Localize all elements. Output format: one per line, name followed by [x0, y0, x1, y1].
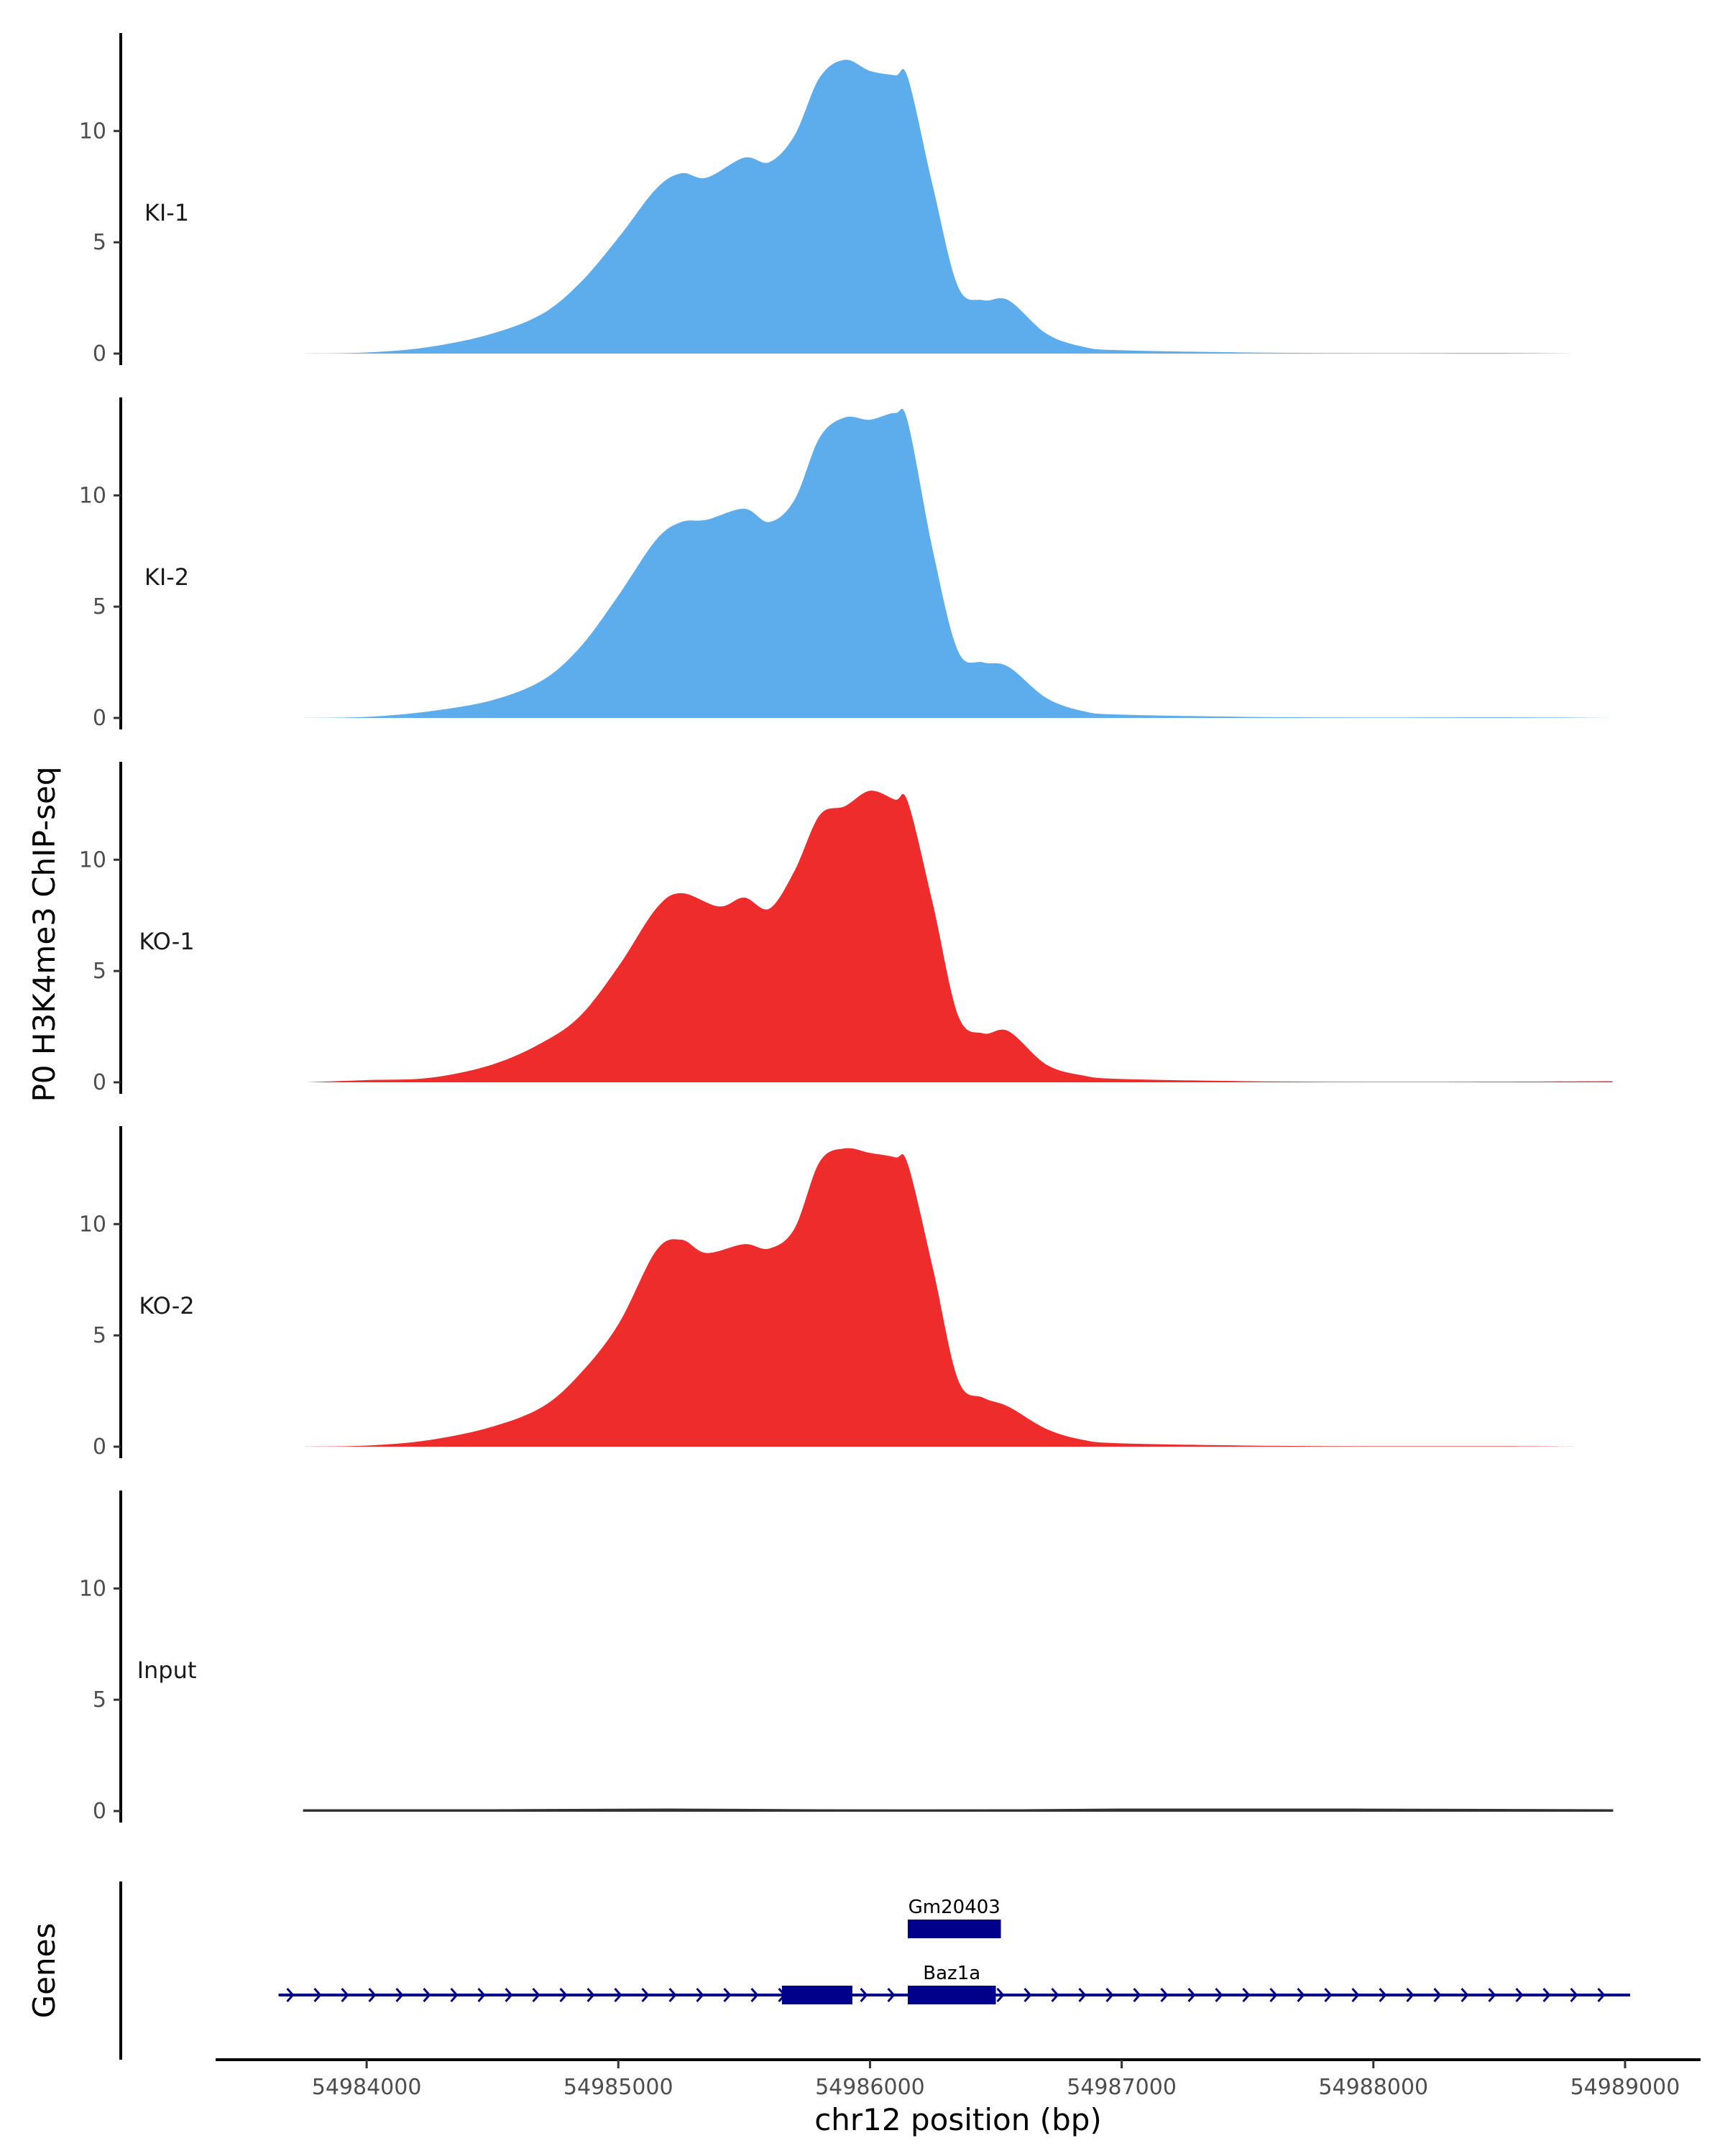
track-label: KO-1: [139, 928, 194, 955]
gene-exon: [781, 1986, 852, 2004]
strand-arrow: [668, 1988, 677, 2002]
y-tick-label: 10: [79, 119, 106, 144]
strand-arrow: [586, 1988, 595, 2002]
panel-ko-2: 0 5 10 KO-2: [79, 1126, 1588, 1460]
x-tick-label: 54989000: [1570, 2075, 1680, 2100]
x-tick-label: 54985000: [564, 2075, 673, 2100]
strand-arrow: [313, 1988, 322, 2002]
gene-exon: [907, 1986, 996, 2004]
strand-arrow: [1597, 1988, 1606, 2002]
y-tick-label: 5: [93, 594, 106, 619]
strand-arrow: [1105, 1988, 1114, 2002]
track-label: KO-2: [139, 1292, 194, 1319]
strand-arrow: [1515, 1988, 1524, 2002]
strand-arrow: [341, 1988, 349, 2002]
panel-ki-1: 0 5 10 KI-1: [79, 33, 1575, 367]
y-tick-label: 0: [93, 1070, 106, 1095]
strand-arrow: [1406, 1988, 1414, 2002]
track-label: KI-1: [144, 199, 189, 226]
gene-exon: [907, 1920, 1001, 1938]
track-panels: 0 5 10 KI-1 0 5 10 KI-2 0 5 10 KO-1 0 5 10 KO-2 0 5 10 Inpu…: [79, 33, 1614, 1824]
panel-input: 0 5 10 Input: [79, 1491, 1614, 1824]
x-ticks: 54984000 54985000 54986000 54987000 54988000…: [312, 2060, 1680, 2100]
strand-arrow: [1460, 1988, 1469, 2002]
y-tick-label: 0: [93, 706, 106, 731]
signal-area: [303, 60, 1575, 354]
gene-label: Gm20403: [908, 1897, 1000, 1918]
strand-arrow: [1433, 1988, 1442, 2002]
strand-arrow: [450, 1988, 459, 2002]
x-tick-label: 54984000: [312, 2075, 422, 2100]
y-tick-label: 10: [79, 1212, 106, 1237]
panel-ko-1: 0 5 10 KO-1: [79, 762, 1613, 1095]
y-tick-label: 5: [93, 230, 106, 255]
x-axis-title: chr12 position (bp): [814, 2102, 1102, 2137]
gene-label: Baz1a: [923, 1963, 980, 1984]
strand-arrow: [1024, 1988, 1032, 2002]
strand-arrow: [723, 1988, 732, 2002]
genes-axis-title: Genes: [27, 1923, 62, 2019]
y-tick-label: 10: [79, 847, 106, 872]
strand-arrow: [1160, 1988, 1169, 2002]
strand-arrow: [641, 1988, 650, 2002]
strand-arrow: [1242, 1988, 1251, 2002]
strand-arrow: [395, 1988, 404, 2002]
strand-arrow: [996, 1988, 1005, 2002]
signal-area: [303, 1808, 1614, 1812]
strand-arrow: [1078, 1988, 1087, 2002]
strand-arrow: [505, 1988, 513, 2002]
gene-baz1a: Baz1a: [278, 1963, 1630, 2004]
panel-ki-2: 0 5 10 KI-2: [79, 397, 1613, 731]
x-tick-label: 54987000: [1067, 2075, 1177, 2100]
track-label: Input: [137, 1657, 197, 1684]
strand-arrow: [1324, 1988, 1333, 2002]
y-tick-label: 0: [93, 341, 106, 367]
y-tick-label: 0: [93, 1434, 106, 1460]
y-tick-label: 0: [93, 1799, 106, 1824]
gene-gm20403: Gm20403: [907, 1897, 1001, 1938]
strand-arrow: [477, 1988, 486, 2002]
strand-arrow: [614, 1988, 622, 2002]
strand-arrow: [1187, 1988, 1196, 2002]
strand-arrow: [368, 1988, 377, 2002]
signal-area: [303, 1148, 1588, 1447]
signal-area: [303, 791, 1613, 1082]
x-tick-label: 54988000: [1318, 2075, 1428, 2100]
y-tick-label: 10: [79, 1576, 106, 1601]
strand-arrow: [1570, 1988, 1578, 2002]
strand-arrow: [1379, 1988, 1387, 2002]
strand-arrow: [1488, 1988, 1496, 2002]
y-tick-label: 5: [93, 959, 106, 984]
x-tick-label: 54986000: [815, 2075, 925, 2100]
strand-arrow: [423, 1988, 431, 2002]
strand-arrow: [1351, 1988, 1360, 2002]
y-tick-label: 10: [79, 483, 106, 508]
strand-arrow: [696, 1988, 704, 2002]
gene-models: Gm20403 Baz1a: [278, 1897, 1630, 2004]
y-axis-title: P0 H3K4me3 ChIP-seq: [27, 766, 62, 1102]
track-label: KI-2: [144, 563, 189, 591]
strand-arrow: [1215, 1988, 1223, 2002]
strand-arrow: [1051, 1988, 1059, 2002]
strand-arrow: [532, 1988, 540, 2002]
genes-panel: Gm20403 Baz1a: [119, 1881, 1630, 2060]
strand-arrow: [860, 1988, 868, 2002]
strand-arrow: [1133, 1988, 1141, 2002]
strand-arrow: [286, 1988, 295, 2002]
x-axis: 54984000 54985000 54986000 54987000 54988000…: [216, 2058, 1701, 2100]
strand-arrow: [1269, 1988, 1278, 2002]
strand-arrow: [1542, 1988, 1551, 2002]
strand-arrow: [559, 1988, 568, 2002]
y-tick-label: 5: [93, 1687, 106, 1713]
strand-arrow: [750, 1988, 759, 2002]
strand-arrow: [1297, 1988, 1305, 2002]
signal-area: [303, 408, 1613, 718]
strand-arrow: [887, 1988, 896, 2002]
y-tick-label: 5: [93, 1323, 106, 1348]
